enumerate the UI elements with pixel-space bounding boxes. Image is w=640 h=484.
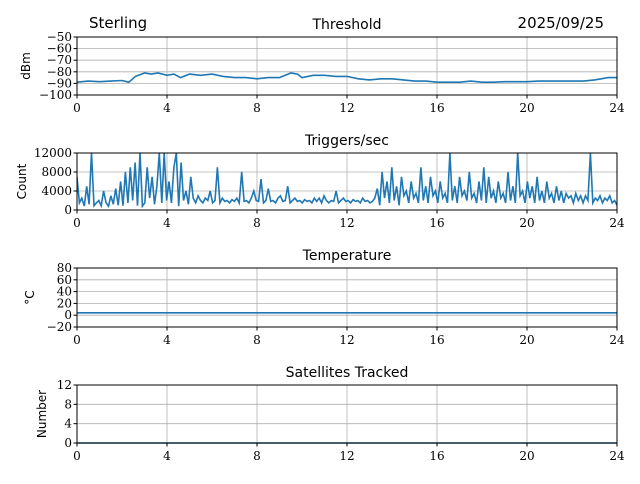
x-tick-label: 24	[609, 449, 625, 463]
x-tick-label: 0	[73, 216, 81, 230]
x-tick-label: 4	[163, 216, 171, 230]
y-tick-label: −20	[47, 320, 72, 334]
y-tick-label: 20	[57, 296, 72, 310]
subplot-title: Triggers/sec	[304, 133, 389, 149]
y-tick-label: 4	[64, 417, 72, 431]
date-label: 2025/09/25	[518, 14, 604, 32]
x-tick-label: 16	[429, 101, 444, 115]
subplot-title: Satellites Tracked	[286, 365, 409, 381]
x-tick-label: 0	[73, 449, 81, 463]
x-tick-label: 20	[519, 216, 534, 230]
subplot-title: Temperature	[302, 248, 392, 264]
x-tick-label: 24	[609, 101, 625, 115]
y-tick-label: −80	[47, 65, 72, 79]
x-tick-label: 4	[163, 333, 171, 347]
y-tick-label: 12	[57, 378, 72, 392]
y-tick-label: 8	[64, 397, 72, 411]
subplot-2: 0 4 8 12 16 20 24 0 4000 8000 12000 Triggers/sec Cou…	[15, 133, 625, 230]
y-tick-label: 0	[64, 203, 72, 217]
series-line	[77, 152, 617, 209]
x-tick-label: 16	[429, 449, 444, 463]
y-tick-label: 8000	[41, 165, 72, 179]
y-tick-label: 4000	[41, 184, 72, 198]
x-tick-label: 12	[339, 101, 354, 115]
subplot-title: Threshold	[312, 17, 382, 33]
y-tick-label: 0	[64, 436, 72, 450]
x-tick-label: 4	[163, 101, 171, 115]
y-tick-label: −70	[47, 53, 72, 67]
y-tick-label: −60	[47, 42, 72, 56]
y-tick-label: 0	[64, 308, 72, 322]
y-axis-label: dBm	[19, 52, 33, 80]
x-tick-label: 8	[253, 101, 261, 115]
y-tick-label: 60	[57, 273, 72, 287]
y-tick-label: −90	[47, 76, 72, 90]
x-tick-label: 4	[163, 449, 171, 463]
y-axis-label: Number	[35, 390, 49, 438]
station-label: Sterling	[89, 14, 147, 32]
subplot-4: 0 4 8 12 16 20 24 0 4 8 12 Satellites Tracked Number	[35, 365, 625, 463]
subplot-1: 0 4 8 12 16 20 24 −100−90−80−70−60−50 Threshold d…	[19, 17, 625, 115]
x-tick-label: 8	[253, 216, 261, 230]
x-tick-label: 8	[253, 333, 261, 347]
x-tick-label: 16	[429, 333, 444, 347]
x-tick-label: 12	[339, 449, 354, 463]
y-tick-label: 80	[57, 261, 72, 275]
y-tick-label: 40	[57, 285, 72, 299]
x-tick-label: 12	[339, 333, 354, 347]
series-line	[77, 72, 617, 84]
x-tick-label: 20	[519, 449, 534, 463]
x-tick-label: 12	[339, 216, 354, 230]
y-tick-label: −100	[39, 88, 72, 102]
y-axis-label: °C	[23, 290, 37, 304]
x-tick-label: 20	[519, 101, 534, 115]
y-tick-label: −50	[47, 30, 72, 44]
y-axis-label: Count	[15, 163, 29, 199]
x-tick-label: 8	[253, 449, 261, 463]
x-tick-label: 16	[429, 216, 444, 230]
x-tick-label: 24	[609, 333, 625, 347]
x-tick-label: 0	[73, 101, 81, 115]
x-tick-label: 24	[609, 216, 625, 230]
x-tick-label: 20	[519, 333, 534, 347]
x-tick-label: 0	[73, 333, 81, 347]
y-tick-label: 12000	[34, 146, 72, 160]
